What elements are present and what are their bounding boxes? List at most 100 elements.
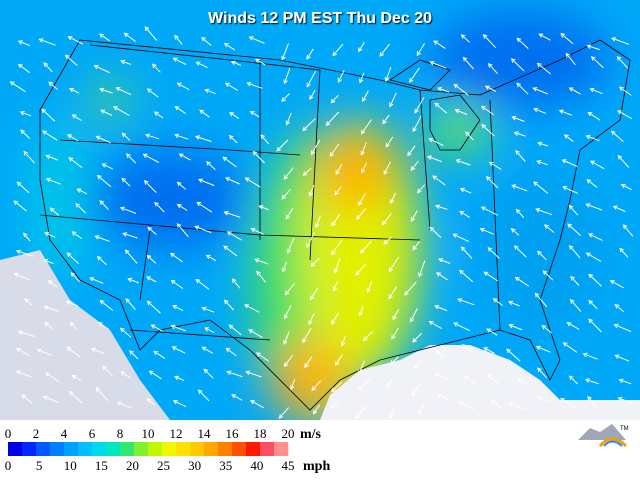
mph-tick-label: 5 [36,458,43,473]
wind-arrow [112,106,130,116]
wind-arrow [428,138,444,146]
wind-arrow [510,58,525,72]
wind-arrow [417,401,426,415]
wind-arrow [93,64,110,74]
wind-arrow [337,70,345,83]
ms-tick-label: 12 [170,426,183,441]
wind-arrow [334,186,342,196]
mph-tick-label: 20 [126,458,139,473]
wind-arrow [124,249,138,264]
wind-arrow [362,330,374,342]
wind-arrow [150,324,163,332]
wind-arrow [70,272,81,283]
wind-arrow [145,133,160,140]
wind-arrow [614,354,630,362]
wind-arrow [89,277,104,284]
wind-arrow [15,249,34,257]
wind-arrow [516,37,529,49]
wind-arrow [199,109,210,118]
color-swatch [134,442,149,456]
wind-arrow [409,307,418,323]
wind-arrow [362,90,369,103]
wind-arrow [538,33,551,41]
wind-arrow [459,210,470,219]
wind-arrow [19,110,32,117]
map-title: Winds 12 PM EST Thu Dec 20 [208,10,432,27]
wind-arrow [16,181,30,194]
wind-arrow [142,153,160,163]
wind-arrow [565,52,576,66]
wind-arrow [534,292,548,308]
wind-arrow [308,312,315,326]
wind-arrow [537,141,549,147]
color-swatch [64,442,79,456]
wind-arrow [333,257,341,274]
wind-arrow [125,298,136,311]
color-swatch [22,442,37,456]
wind-arrow [290,379,296,391]
wind-field [30,10,610,420]
wind-arrow [302,167,312,177]
wind-arrow [435,204,448,210]
mph-unit: mph [303,459,330,474]
wind-arrow [248,36,265,44]
wind-arrow [120,59,131,65]
wind-arrow [586,179,598,188]
wind-arrow [428,320,442,330]
wind-arrow [330,400,339,409]
wind-arrow [122,232,138,239]
wind-arrow [536,160,548,166]
wind-arrow [154,201,165,213]
wind-arrow [412,359,423,370]
wind-arrow [536,62,551,75]
color-swatch [204,442,219,456]
wind-arrow [249,110,260,118]
wind-arrow [366,281,373,294]
wind-arrow [506,348,521,362]
logo-mark: TM [620,426,629,432]
wind-arrow [252,150,265,164]
wind-arrow [119,206,137,214]
wind-arrow [256,270,266,283]
wind-arrow [329,143,340,157]
wind-arrow [486,373,499,384]
wind-arrow [384,66,392,82]
wind-arrow [566,322,580,330]
wind-arrow [434,102,448,114]
wind-arrow [508,300,520,307]
wind-arrow [249,400,265,409]
wind-arrow [569,299,582,312]
wind-arrow [115,87,132,96]
wind-arrow [230,60,242,66]
wind-arrow [455,159,471,166]
wind-arrow [44,231,56,238]
wind-arrow [438,258,451,264]
wind-arrow [418,260,426,278]
wind-arrow [67,134,79,142]
ms-tick-label: 20 [282,426,295,441]
wind-arrow [203,368,214,379]
wind-arrow [21,394,33,404]
wind-arrow [172,305,184,311]
wind-arrow [284,282,295,296]
wind-arrow [360,142,367,156]
ms-tick-label: 10 [142,426,155,441]
wind-arrow [617,110,633,120]
wind-arrow [176,203,188,211]
wind-arrow [568,204,579,216]
wind-arrow [510,228,520,236]
wind-arrow [515,208,525,219]
wind-arrow [586,44,600,51]
wind-arrow [99,200,110,211]
wind-arrow [229,112,240,120]
wind-arrow [176,181,187,190]
wind-arrow [95,135,112,144]
wind-arrow [17,330,35,337]
ms-tick-label: 14 [198,426,212,441]
wind-arrow [481,123,495,137]
wind-arrow [436,393,451,401]
wind-arrow [96,255,107,266]
wind-arrow [222,156,237,168]
mph-tick-label: 30 [188,458,201,473]
